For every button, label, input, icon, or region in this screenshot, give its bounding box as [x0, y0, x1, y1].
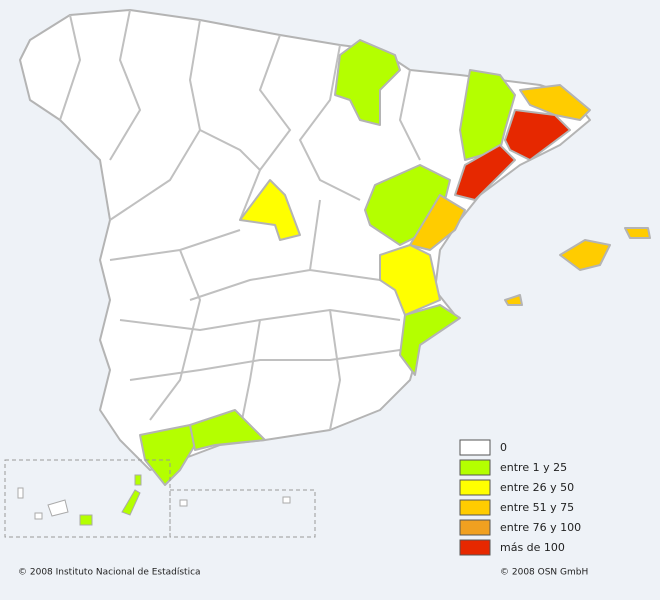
region [399, 304, 461, 376]
legend-swatch [459, 499, 491, 516]
canary-box [4, 459, 171, 538]
copyright-right: © 2008 OSN GmbH [500, 568, 588, 578]
region [409, 194, 466, 251]
canary-islands [17, 474, 291, 526]
provinces [19, 9, 651, 486]
province-borders [59, 9, 421, 431]
legend-label: más de 100 [500, 541, 565, 554]
island [17, 487, 24, 499]
legend-label: entre 1 y 25 [500, 461, 567, 474]
region [334, 39, 401, 126]
legend-swatch [459, 479, 491, 496]
region [519, 84, 591, 121]
region [239, 179, 301, 241]
legend-label: entre 76 y 100 [500, 521, 581, 534]
legend-label: entre 26 y 50 [500, 481, 574, 494]
legend-swatch [459, 439, 491, 456]
copyright-left: © 2008 Instituto Nacional de Estadística [18, 568, 201, 578]
legend-swatch [459, 459, 491, 476]
legend: 0 entre 1 y 25 entre 26 y 50 entre 51 y 75 e… [459, 439, 581, 556]
island [624, 227, 651, 239]
ceuta [179, 499, 188, 507]
africa-box [169, 489, 316, 538]
spain-outline [19, 9, 591, 471]
region [189, 409, 266, 451]
legend-swatch [459, 519, 491, 536]
legend-label: entre 51 y 75 [500, 501, 574, 514]
region [139, 424, 196, 486]
island [47, 499, 69, 517]
island [79, 514, 93, 526]
region [379, 244, 441, 316]
island [121, 489, 141, 516]
island [34, 512, 43, 520]
legend-swatch [459, 539, 491, 556]
region [504, 109, 571, 161]
island [134, 474, 142, 486]
island [559, 239, 611, 271]
island [504, 294, 523, 306]
melilla [282, 496, 291, 504]
legend-label: 0 [500, 441, 507, 454]
region [454, 144, 516, 201]
